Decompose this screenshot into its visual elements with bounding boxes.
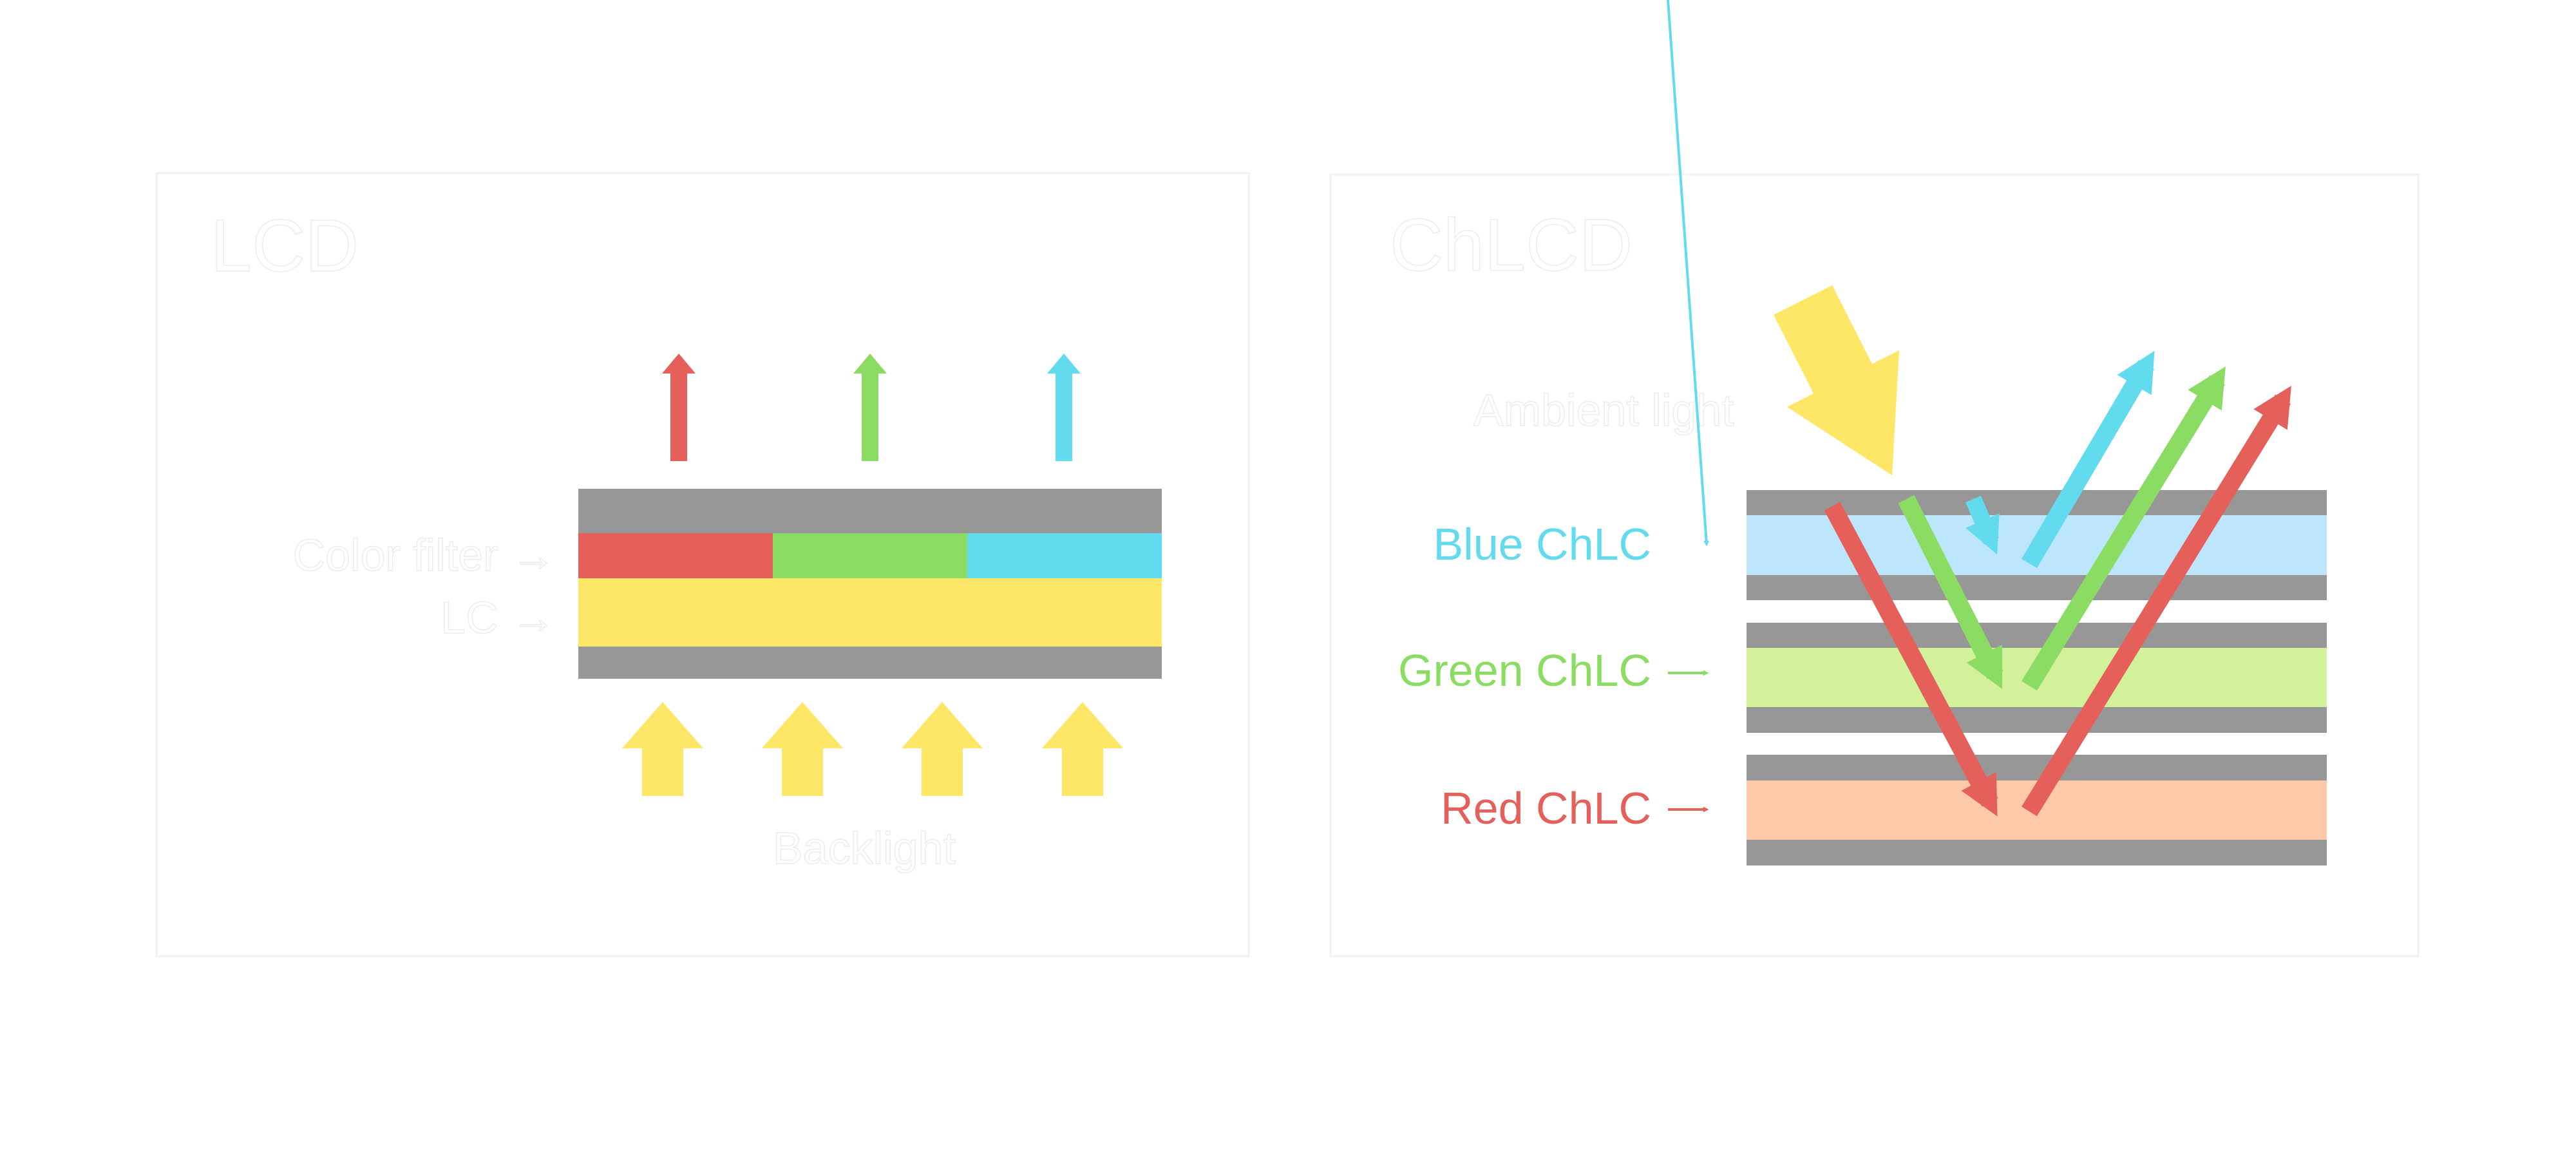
ambient-light-arrow [1774, 285, 1899, 475]
reflection-arrows [1824, 350, 2291, 817]
glass-layer [1747, 575, 2327, 600]
red-output-arrow [662, 354, 696, 461]
lc-layer [578, 578, 1162, 647]
cyan-filter [967, 533, 1162, 578]
blue-reflected-arrow [2021, 350, 2155, 569]
glass-layer [1747, 707, 2327, 733]
glass-layer [1747, 755, 2327, 780]
top-glass-layer [578, 489, 1162, 533]
blue-chlc-label: Blue ChLC [1433, 519, 1651, 569]
backlight-arrow [622, 702, 703, 796]
red-incident-arrow [1824, 502, 1998, 817]
red-chlc-label: Red ChLC [1441, 783, 1651, 833]
lc-label: LC → [440, 592, 556, 643]
green-chlc-label: Green ChLC [1398, 645, 1651, 695]
layer-labels: Blue ChLC Green ChLC Red ChLC [1398, 0, 1710, 833]
lcd-title: LCD [211, 205, 359, 287]
glass-layer [1747, 840, 2327, 866]
bottom-glass-layer [578, 647, 1162, 679]
ambient-light-label: Ambient light [1473, 385, 1734, 435]
blue-label-arrow-icon [1667, 0, 1710, 547]
backlight-label: Backlight [773, 823, 956, 873]
chlcd-panel: ChLCD Ambient light Blue ChLC Green ChLC… [1329, 0, 2420, 958]
blue-incident-arrow [1965, 495, 2000, 555]
green-filter [773, 533, 967, 578]
lcd-output-arrows [662, 354, 1081, 461]
green-output-arrow [853, 354, 887, 461]
red-reflected-arrow [2022, 386, 2291, 817]
lcd-panel: LCD Color filter → LC → Backlight [155, 172, 1250, 958]
lcd-stack [578, 489, 1162, 679]
green-reflected-arrow [2022, 366, 2226, 691]
color-filter-label: Color filter → [293, 530, 556, 580]
green-incident-arrow [1898, 495, 2003, 689]
red-filter [578, 533, 773, 578]
backlight-arrow [762, 702, 843, 796]
chlcd-title: ChLCD [1390, 204, 1633, 287]
backlight-arrows [622, 702, 1123, 796]
glass-layer [1747, 623, 2327, 648]
backlight-arrow [902, 702, 983, 796]
backlight-arrow [1042, 702, 1123, 796]
cyan-output-arrow [1047, 354, 1081, 461]
